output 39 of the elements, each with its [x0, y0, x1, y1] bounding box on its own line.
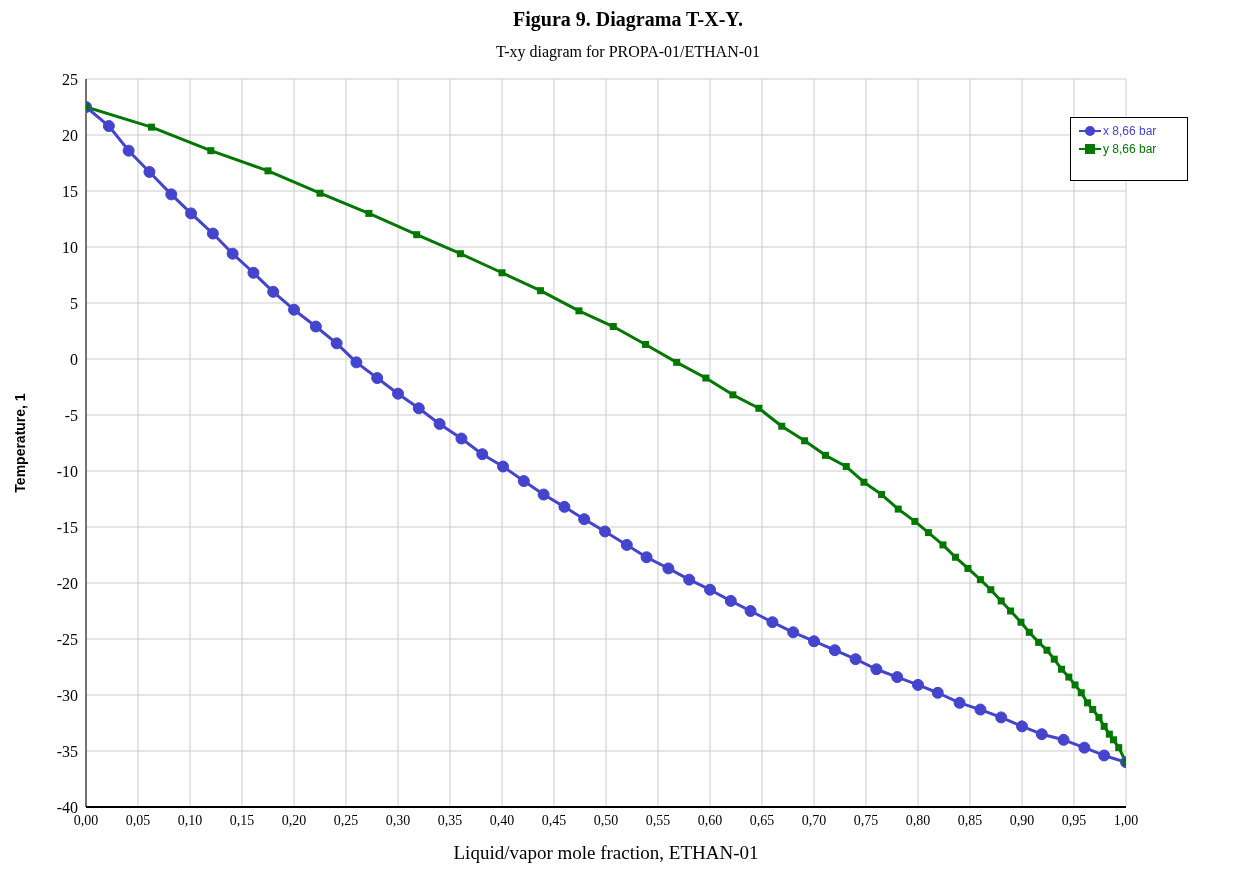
legend-label: x 8,66 bar — [1103, 124, 1157, 138]
y-tick-label: -35 — [56, 742, 78, 760]
x-tick-label: 0,30 — [385, 812, 411, 828]
legend-label: y 8,66 bar — [1103, 142, 1157, 156]
chart-title: Figura 9. Diagrama T-X-Y. — [512, 8, 744, 31]
x-tick-label: 0,05 — [125, 812, 151, 828]
x-tick-label: 0,55 — [645, 812, 671, 828]
x-tick-label: 0,75 — [853, 812, 879, 828]
x-tick-label: 0,60 — [697, 812, 723, 828]
y-tick-label: -30 — [56, 686, 78, 704]
x-tick-label: 0,70 — [801, 812, 827, 828]
x-tick-label: 0,25 — [333, 812, 359, 828]
x-tick-label: 0,50 — [593, 812, 619, 828]
y-tick-label: -5 — [64, 406, 78, 424]
x-tick-label: 0,20 — [281, 812, 307, 828]
y-tick-label: 20 — [62, 126, 78, 144]
x-tick-label: 0,80 — [905, 812, 931, 828]
y-tick-label: 0 — [70, 350, 78, 368]
x-axis-title: Liquid/vapor mole fraction, ETHAN-01 — [453, 842, 759, 863]
y-tick-label: 15 — [62, 182, 78, 200]
x-tick-label: 0,95 — [1061, 812, 1087, 828]
y-tick-label: 5 — [70, 294, 78, 312]
x-tick-label: 1,00 — [1113, 812, 1139, 828]
x-tick-label: 0,85 — [957, 812, 983, 828]
y-tick-label: -25 — [56, 630, 78, 648]
x-tick-label: 0,35 — [437, 812, 463, 828]
y-tick-label: -10 — [56, 462, 78, 480]
y-tick-label: -15 — [56, 518, 78, 536]
y-tick-label: -20 — [56, 574, 78, 592]
x-tick-label: 0,45 — [541, 812, 567, 828]
x-tick-label: 0,65 — [749, 812, 775, 828]
x-tick-label: 0,40 — [489, 812, 515, 828]
y-tick-label: 10 — [62, 238, 78, 256]
y-tick-label: 25 — [62, 70, 78, 88]
x-tick-label: 0,15 — [229, 812, 255, 828]
x-tick-label: 0,10 — [177, 812, 203, 828]
chart-subtitle: T-xy diagram for PROPA-01/ETHAN-01 — [494, 43, 762, 61]
y-axis-title: Temperature, 1 — [11, 393, 28, 493]
x-tick-label: 0,90 — [1009, 812, 1035, 828]
